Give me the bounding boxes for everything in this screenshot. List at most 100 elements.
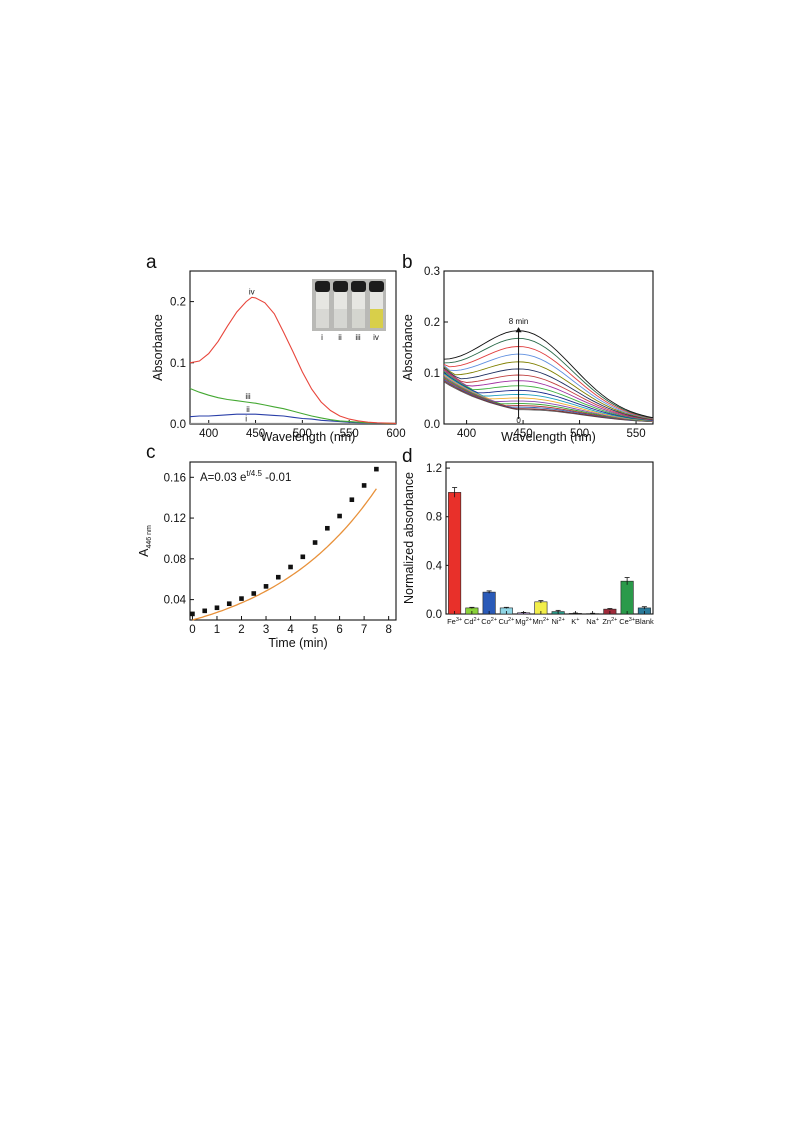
panel-label-b: b xyxy=(402,252,413,273)
d-y-tick-label: 0.8 xyxy=(426,512,442,524)
b-series-line-10 xyxy=(443,369,654,421)
b-x-tick-label: 400 xyxy=(457,428,476,440)
b-series-line-13 xyxy=(443,361,654,420)
c-data-point xyxy=(288,564,293,570)
c-x-tick-label: 2 xyxy=(238,624,244,636)
panel-label-a: a xyxy=(146,252,157,273)
c-data-point xyxy=(300,554,306,560)
a-inset-vial-label: iv xyxy=(373,333,379,342)
d-category-label: Mn2+ xyxy=(533,617,550,626)
b-series-line-8 xyxy=(443,372,654,421)
d-y-tick-label: 0.4 xyxy=(426,560,443,572)
d-category-label: Blank xyxy=(635,617,654,626)
d-bar-co xyxy=(482,591,496,615)
c-data-point xyxy=(190,611,195,617)
c-data-point xyxy=(202,608,208,614)
b-series-line-5 xyxy=(443,375,654,422)
b-series-line-9 xyxy=(443,371,654,421)
a-inset-vial-cap xyxy=(333,281,348,292)
a-x-tick-label: 450 xyxy=(246,428,265,440)
chart-panel-a: 400 450 500 550 600 0.0 0.1 0.2 Wavelength (nm) A… xyxy=(151,270,406,444)
b-series-line-11 xyxy=(443,368,654,421)
b-y-tick-label: 0.2 xyxy=(424,317,440,329)
b-arrow-label-bottom: 0 xyxy=(516,416,521,425)
c-x-tick-label: 5 xyxy=(312,624,318,636)
a-y-tick-label: 0.1 xyxy=(170,358,186,370)
a-series-label-i: i xyxy=(245,415,247,424)
c-plot-frame xyxy=(189,461,397,621)
d-category-label: Co2+ xyxy=(481,617,497,626)
c-fit-equation: A=0.03 et/4.5 -0.01 xyxy=(200,469,291,484)
c-data-point xyxy=(214,605,220,611)
b-x-tick-label: 450 xyxy=(513,428,532,440)
d-category-label: Na+ xyxy=(586,617,599,626)
b-plot-frame xyxy=(443,270,654,425)
d-y-tick-label: 1.2 xyxy=(426,463,442,475)
a-inset-vial-label: i xyxy=(321,333,323,342)
c-x-axis-label: Time (min) xyxy=(268,636,327,650)
c-y-tick-label: 0.08 xyxy=(164,554,186,566)
d-category-label: Fe3+ xyxy=(447,617,462,626)
c-x-tick-label: 8 xyxy=(385,624,391,636)
c-x-tick-label: 4 xyxy=(287,624,294,636)
d-category-label: Ni2+ xyxy=(551,617,564,626)
a-inset-vial-liquid xyxy=(352,309,365,328)
d-category-label: Cu2+ xyxy=(498,617,514,626)
b-series-line-12 xyxy=(443,367,654,420)
c-y-axis-label: A446 nm xyxy=(137,525,153,557)
b-series-line-7 xyxy=(443,373,654,422)
a-x-tick-label: 550 xyxy=(340,428,359,440)
a-inset-vial-label: iii xyxy=(355,333,361,342)
a-inset-vial-cap xyxy=(369,281,384,292)
chart-panel-c: 0 1 2 3 4 5 6 7 8 0.04 0.08 0.12 0.16 Time (min) A446 … xyxy=(137,461,397,650)
b-y-tick-label: 0.0 xyxy=(424,419,440,431)
a-plot-frame xyxy=(189,270,397,425)
c-x-tick-label: 0 xyxy=(189,624,195,636)
a-series-label-ii: ii xyxy=(246,405,250,414)
d-category-label: Mg2+ xyxy=(515,617,532,626)
b-series-line-14 xyxy=(443,353,654,420)
a-series-label-iii: iii xyxy=(245,392,251,401)
a-inset-vial-cap xyxy=(315,281,330,292)
d-category-label: Ce3+ xyxy=(619,617,635,626)
c-data-point xyxy=(349,497,355,503)
a-inset-vial-liquid xyxy=(316,309,329,328)
b-y-tick-label: 0.1 xyxy=(424,368,440,380)
d-bar-fe xyxy=(448,492,462,615)
b-x-tick-label: 500 xyxy=(570,428,589,440)
a-x-tick-label: 600 xyxy=(386,428,405,440)
c-fit-curve xyxy=(192,488,377,621)
d-category-label: K+ xyxy=(571,617,579,626)
d-y-tick-label: 0.0 xyxy=(426,609,442,621)
b-arrow-label-top: 8 min xyxy=(509,317,529,326)
c-data-point xyxy=(251,591,257,596)
d-plot-frame xyxy=(445,461,654,615)
d-category-label: Zn2+ xyxy=(602,617,617,626)
c-y-tick-label: 0.12 xyxy=(164,513,186,525)
a-series-line-iii xyxy=(189,387,396,424)
panel-label-c: c xyxy=(146,442,156,463)
c-data-point xyxy=(226,601,232,606)
b-series-line-6 xyxy=(443,374,654,422)
b-y-tick-label: 0.3 xyxy=(424,266,440,278)
a-y-tick-label: 0.0 xyxy=(170,419,186,431)
a-inset-vial-label: ii xyxy=(338,333,342,342)
c-data-point xyxy=(263,584,269,589)
panel-label-d: d xyxy=(402,446,413,467)
c-x-tick-label: 1 xyxy=(214,624,220,636)
chart-panel-d: 0.0 0.4 0.8 1.2 Normalized absorbance Fe3+ Cd2… xyxy=(402,461,654,626)
c-data-point xyxy=(361,483,367,488)
c-data-point xyxy=(239,596,244,601)
a-series-line-iv xyxy=(189,296,397,424)
b-time-arrow-head xyxy=(515,327,522,333)
b-y-axis-label: Absorbance xyxy=(401,314,415,381)
c-x-tick-label: 7 xyxy=(361,624,367,636)
b-x-axis-label: Wavelength (nm) xyxy=(501,430,596,444)
a-inset-vial-liquid xyxy=(370,309,383,328)
b-series-line-16 xyxy=(443,337,654,419)
a-x-axis-label: Wavelength (nm) xyxy=(261,430,356,444)
a-inset-vial-liquid xyxy=(334,309,347,328)
b-series-line-17 xyxy=(443,330,654,419)
c-data-point xyxy=(337,513,342,519)
